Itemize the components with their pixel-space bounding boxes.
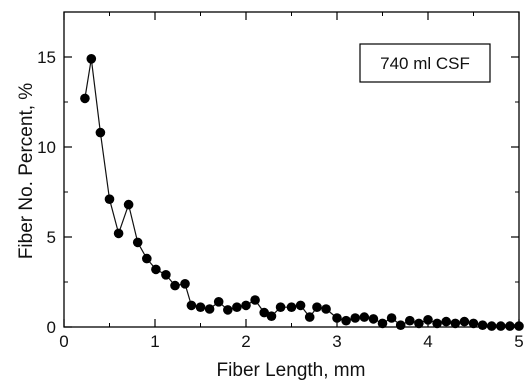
data-point	[350, 313, 361, 323]
data-point	[341, 315, 351, 326]
data-point	[496, 321, 506, 331]
data-point	[432, 318, 442, 329]
data-point	[259, 307, 270, 318]
data-point	[232, 302, 242, 313]
y-tick-label: 5	[47, 228, 56, 247]
x-tick-label: 2	[241, 332, 250, 351]
y-axis-title: Fiber No. Percent, %	[16, 83, 37, 259]
y-tick-label: 10	[37, 138, 56, 157]
data-point	[161, 270, 171, 280]
data-point	[142, 253, 152, 264]
data-point	[505, 321, 515, 331]
data-point	[321, 304, 331, 314]
data-point	[86, 54, 97, 64]
annotation-text: 740 ml CSF	[380, 54, 470, 73]
data-point	[170, 280, 180, 291]
data-point	[275, 302, 286, 313]
annotation-box	[359, 43, 491, 83]
data-point	[304, 312, 315, 322]
x-tick-label: 3	[332, 332, 341, 351]
data-point	[441, 316, 452, 327]
data-point	[223, 305, 233, 315]
x-tick-label: 1	[150, 332, 159, 351]
data-point	[414, 318, 424, 329]
y-tick-label: 15	[37, 48, 56, 67]
data-point	[266, 311, 277, 322]
data-point	[132, 237, 143, 248]
data-point	[250, 295, 260, 305]
data-point	[186, 300, 197, 311]
x-tick-label: 0	[59, 332, 68, 351]
data-point	[368, 314, 379, 324]
x-tick-label: 4	[423, 332, 432, 351]
data-point	[459, 316, 470, 327]
data-point	[113, 228, 124, 239]
data-point	[386, 313, 397, 323]
data-point	[104, 194, 115, 204]
data-point	[332, 313, 342, 323]
annotation-box-group: 740 ml CSF	[359, 43, 491, 83]
data-point	[123, 199, 134, 210]
data-point	[204, 304, 215, 314]
y-tick-label: 0	[47, 318, 56, 337]
data-point	[95, 127, 106, 138]
data-point	[213, 297, 224, 307]
series-line	[84, 58, 519, 327]
data-point	[295, 300, 306, 311]
data-point	[359, 312, 370, 322]
data-point	[151, 264, 161, 275]
data-point	[195, 302, 206, 313]
data-point	[312, 302, 322, 313]
data-point	[405, 315, 415, 326]
data-point	[241, 300, 251, 311]
x-tick-label: 5	[514, 332, 523, 351]
data-point	[286, 302, 297, 313]
data-point	[486, 321, 497, 331]
data-point	[180, 279, 190, 289]
x-axis-title: Fiber Length, mm	[217, 360, 366, 380]
data-point	[450, 318, 461, 329]
data-point	[80, 93, 90, 104]
data-point	[477, 320, 488, 331]
data-point	[395, 320, 406, 331]
